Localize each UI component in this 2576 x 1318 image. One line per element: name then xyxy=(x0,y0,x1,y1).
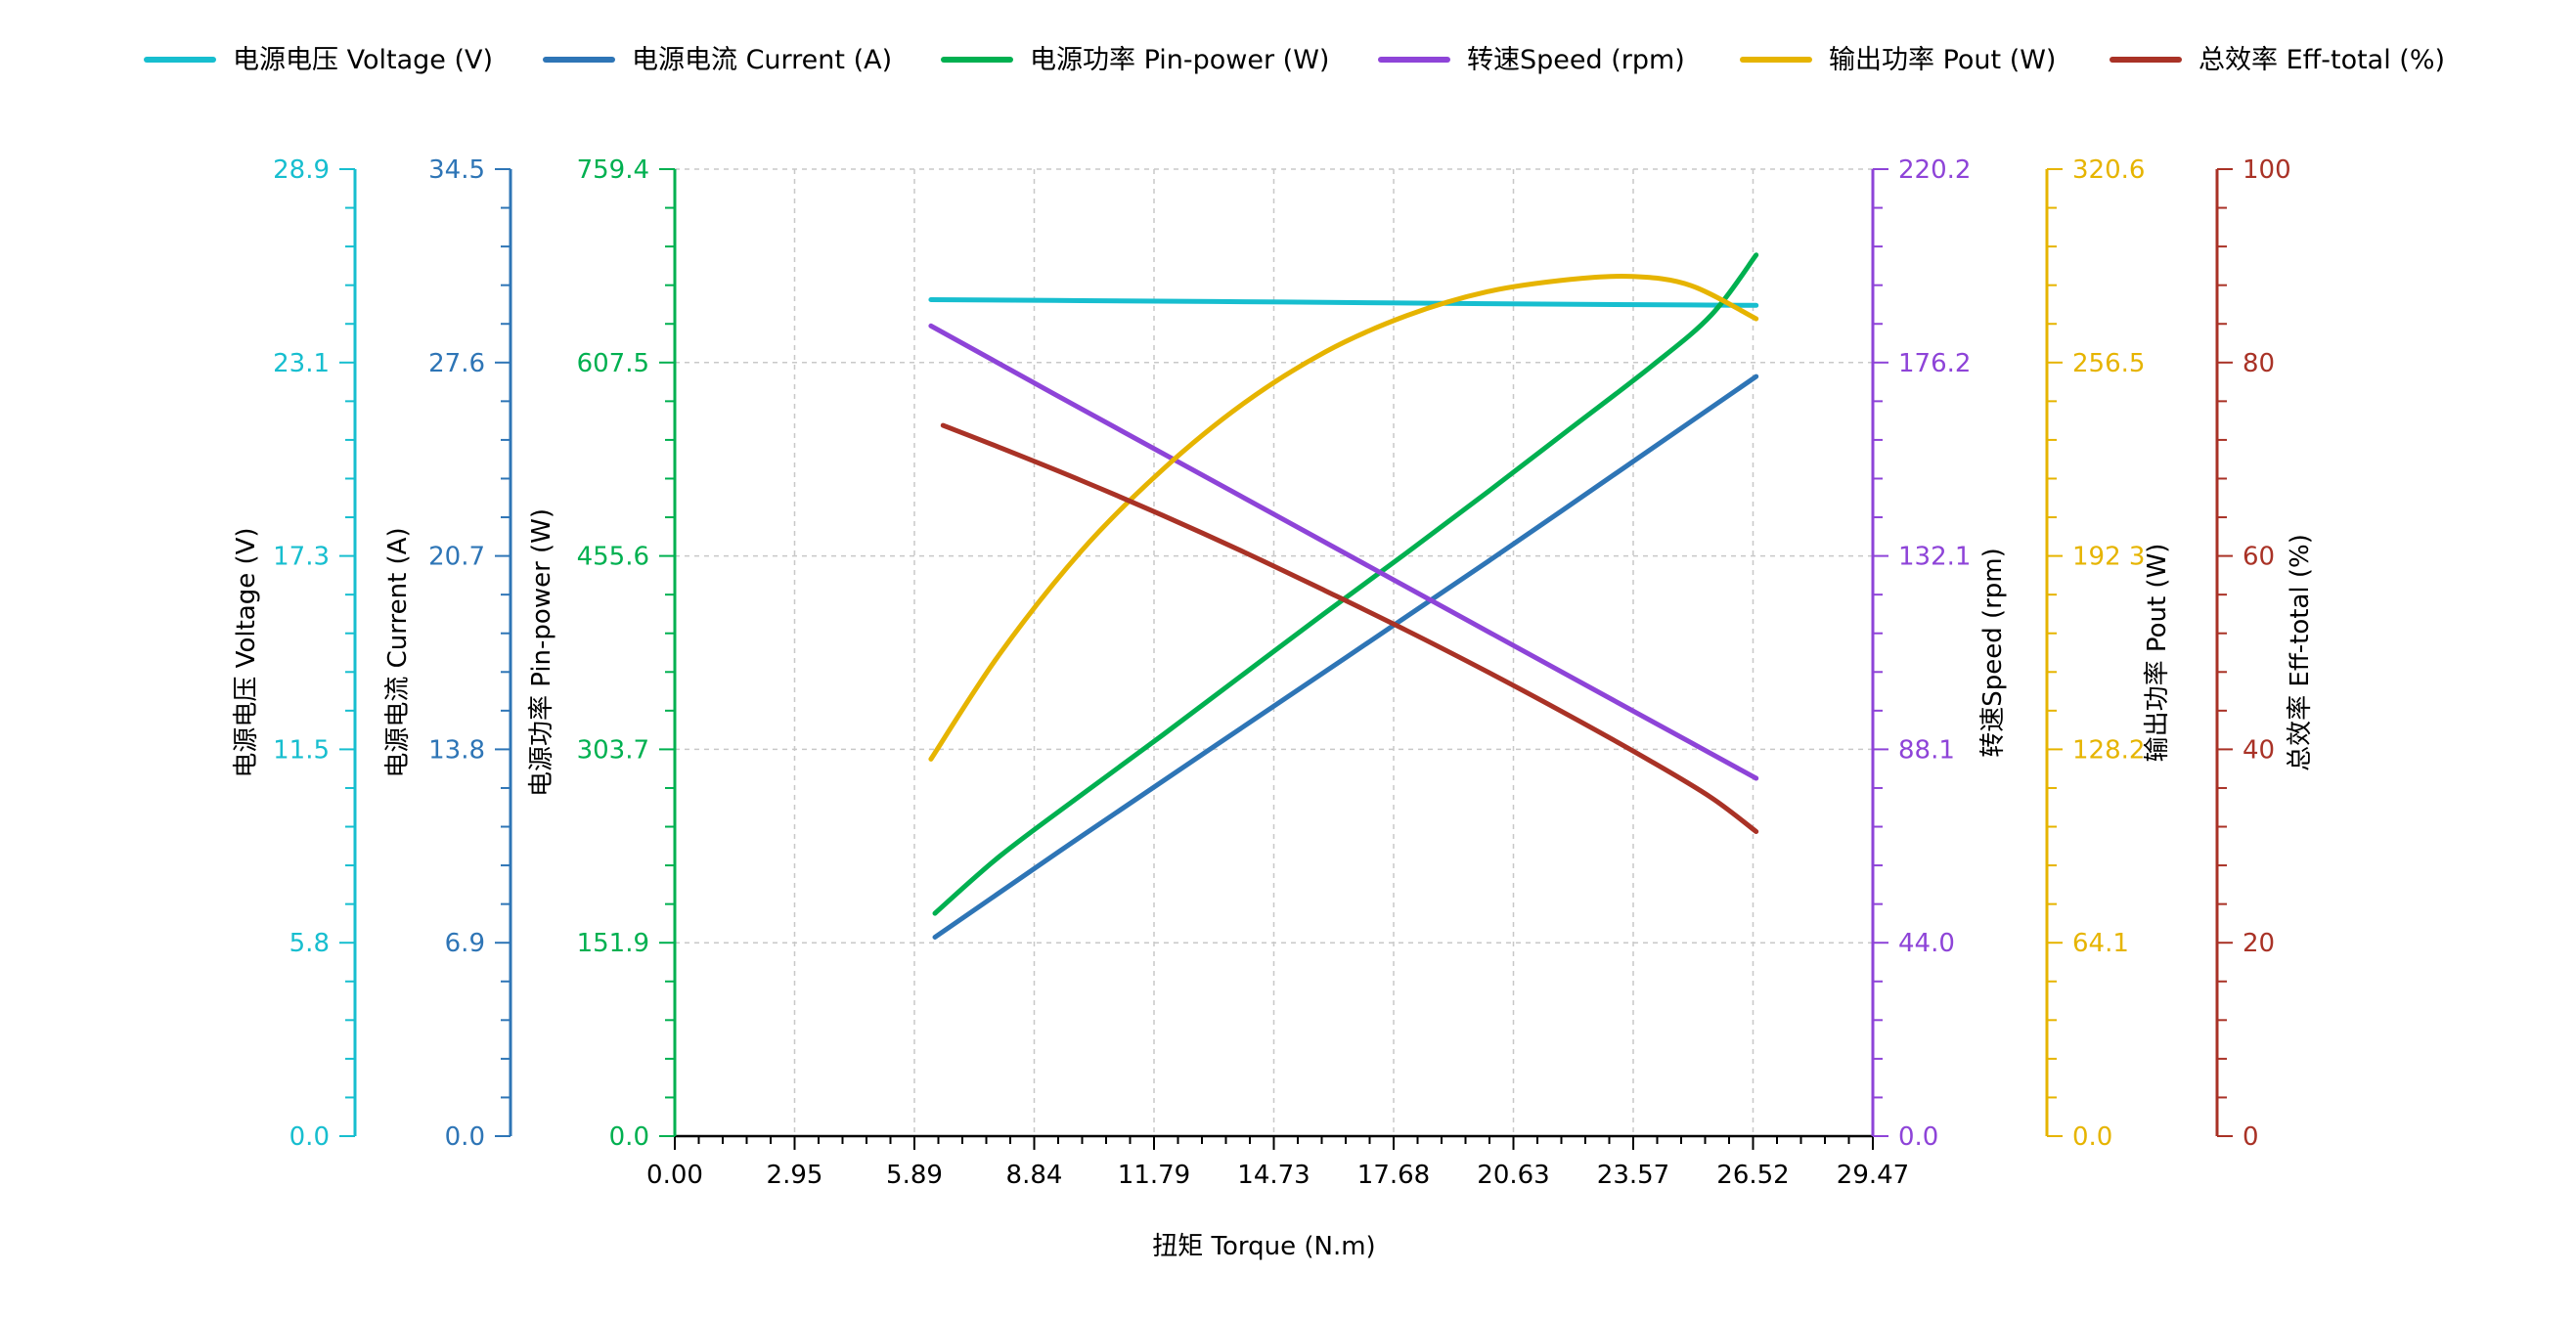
y-tick-label-current: 34.5 xyxy=(428,155,485,185)
series-line-current xyxy=(932,373,1759,940)
x-tick-label: 5.89 xyxy=(886,1161,943,1190)
y-tick-label-pin: 759.4 xyxy=(577,155,649,185)
y-axis-pin: 0.0 151.9 303.7 455.6 607.5 759.4 电源功率 Pin-pow… xyxy=(527,155,677,1152)
legend-item-pin: 电源功率 Pin-power (W) xyxy=(941,45,1329,75)
y-tick-label-pin: 607.5 xyxy=(577,349,649,378)
y-tick-label-speed: 176.2 xyxy=(1898,349,1971,378)
y-tick-label-voltage: 28.9 xyxy=(273,155,330,185)
y-tick-label-current: 0.0 xyxy=(445,1122,485,1152)
y-tick-label-pin: 0.0 xyxy=(609,1122,649,1152)
x-tick-label: 8.84 xyxy=(1006,1161,1063,1190)
y-axis-title-speed: 转速Speed (rpm) xyxy=(1978,548,2008,758)
y-tick-label-eff: 80 xyxy=(2243,349,2275,378)
y-tick-label-voltage: 23.1 xyxy=(273,349,330,378)
y-axis-title-eff: 总效率 Eff-total (%) xyxy=(2286,534,2315,771)
y-tick-label-eff: 100 xyxy=(2243,155,2291,185)
y-tick-label-pout: 256.5 xyxy=(2072,349,2145,378)
y-tick-label-pin: 455.6 xyxy=(577,543,649,572)
y-axis-title-pin: 电源功率 Pin-power (W) xyxy=(527,508,556,797)
y-axis-title-voltage: 电源电压 Voltage (V) xyxy=(232,527,261,777)
y-tick-label-pin: 151.9 xyxy=(577,929,649,958)
legend: 电源电压 Voltage (V) 电源电流 Current (A) 电源功率 Pin… xyxy=(144,45,2445,75)
legend-label: 转速Speed (rpm) xyxy=(1467,45,1685,75)
y-tick-label-current: 20.7 xyxy=(428,543,485,572)
y-tick-label-voltage: 11.5 xyxy=(273,735,330,765)
y-tick-label-eff: 60 xyxy=(2243,543,2275,572)
series-line-voltage xyxy=(928,297,1759,308)
x-tick-label: 20.63 xyxy=(1477,1161,1549,1190)
y-tick-label-eff: 0 xyxy=(2243,1122,2259,1152)
series-line-speed xyxy=(928,323,1759,781)
x-tick-label: 23.57 xyxy=(1597,1161,1669,1190)
y-axis-title-pout: 输出功率 Pout (W) xyxy=(2143,544,2172,763)
y-tick-label-voltage: 0.0 xyxy=(289,1122,330,1152)
x-tick-label: 26.52 xyxy=(1716,1161,1789,1190)
y-tick-label-eff: 20 xyxy=(2243,929,2275,958)
series-line-eff xyxy=(940,422,1759,834)
y-axis-speed: 0.0 44.0 88.1 132.1 176.2 220.2 转速Speed (rpm) xyxy=(1871,155,2008,1152)
x-tick-label: 14.73 xyxy=(1237,1161,1310,1190)
y-tick-label-pout: 128.2 xyxy=(2072,735,2145,765)
series-line-pout xyxy=(928,273,1759,762)
y-tick-label-speed: 132.1 xyxy=(1898,543,1971,572)
legend-label: 电源电压 Voltage (V) xyxy=(233,45,493,75)
legend-item-current: 电源电流 Current (A) xyxy=(543,45,892,75)
y-tick-label-voltage: 5.8 xyxy=(289,929,330,958)
y-axis-eff: 0 20 40 60 80 100 总效率 Eff-total (%) xyxy=(2215,155,2315,1152)
y-axis-current: 0.0 6.9 13.8 20.7 27.6 34.5 电源电流 Current (A) xyxy=(383,155,512,1152)
x-tick-label: 17.68 xyxy=(1357,1161,1430,1190)
y-tick-label-voltage: 17.3 xyxy=(273,543,330,572)
y-axis-voltage: 0.0 5.8 11.5 17.3 23.1 28.9 电源电压 Voltage (V) xyxy=(232,155,357,1152)
legend-label: 总效率 Eff-total (%) xyxy=(2198,45,2445,75)
x-axis: 0.00 2.95 5.89 8.84 11.79 14.73 17.68 20.63 23.5… xyxy=(646,1134,1909,1261)
y-tick-label-current: 13.8 xyxy=(428,735,485,765)
x-tick-label: 11.79 xyxy=(1118,1161,1190,1190)
legend-item-speed: 转速Speed (rpm) xyxy=(1378,45,1685,75)
y-tick-label-speed: 220.2 xyxy=(1898,155,1971,185)
y-tick-label-speed: 44.0 xyxy=(1898,929,1955,958)
y-tick-label-current: 27.6 xyxy=(428,349,485,378)
y-axis-title-current: 电源电流 Current (A) xyxy=(383,527,413,777)
series-line-pin xyxy=(932,252,1759,916)
x-tick-label: 29.47 xyxy=(1837,1161,1909,1190)
legend-label: 电源功率 Pin-power (W) xyxy=(1030,45,1329,75)
legend-label: 电源电流 Current (A) xyxy=(632,45,892,75)
legend-item-pout: 输出功率 Pout (W) xyxy=(1740,45,2056,75)
x-axis-title: 扭矩 Torque (N.m) xyxy=(1152,1232,1375,1261)
legend-item-eff: 总效率 Eff-total (%) xyxy=(2110,45,2445,75)
y-tick-label-pout: 192 3 xyxy=(2072,543,2145,572)
series-group xyxy=(928,252,1759,940)
y-tick-label-eff: 40 xyxy=(2243,735,2275,765)
legend-label: 输出功率 Pout (W) xyxy=(1829,45,2056,75)
x-tick-label: 2.95 xyxy=(767,1161,823,1190)
y-axis-pout: 0.0 64.1 128.2 192 3 256.5 320.6 输出功率 Pout (W) xyxy=(2045,155,2172,1152)
y-tick-label-speed: 88.1 xyxy=(1898,735,1955,765)
y-tick-label-speed: 0.0 xyxy=(1898,1122,1938,1152)
legend-item-voltage: 电源电压 Voltage (V) xyxy=(144,45,493,75)
y-tick-label-pin: 303.7 xyxy=(577,735,649,765)
y-tick-label-pout: 320.6 xyxy=(2072,155,2145,185)
x-tick-label: 0.00 xyxy=(646,1161,703,1190)
y-tick-label-pout: 0.0 xyxy=(2072,1122,2112,1152)
y-tick-label-pout: 64.1 xyxy=(2072,929,2129,958)
y-tick-label-current: 6.9 xyxy=(445,929,485,958)
